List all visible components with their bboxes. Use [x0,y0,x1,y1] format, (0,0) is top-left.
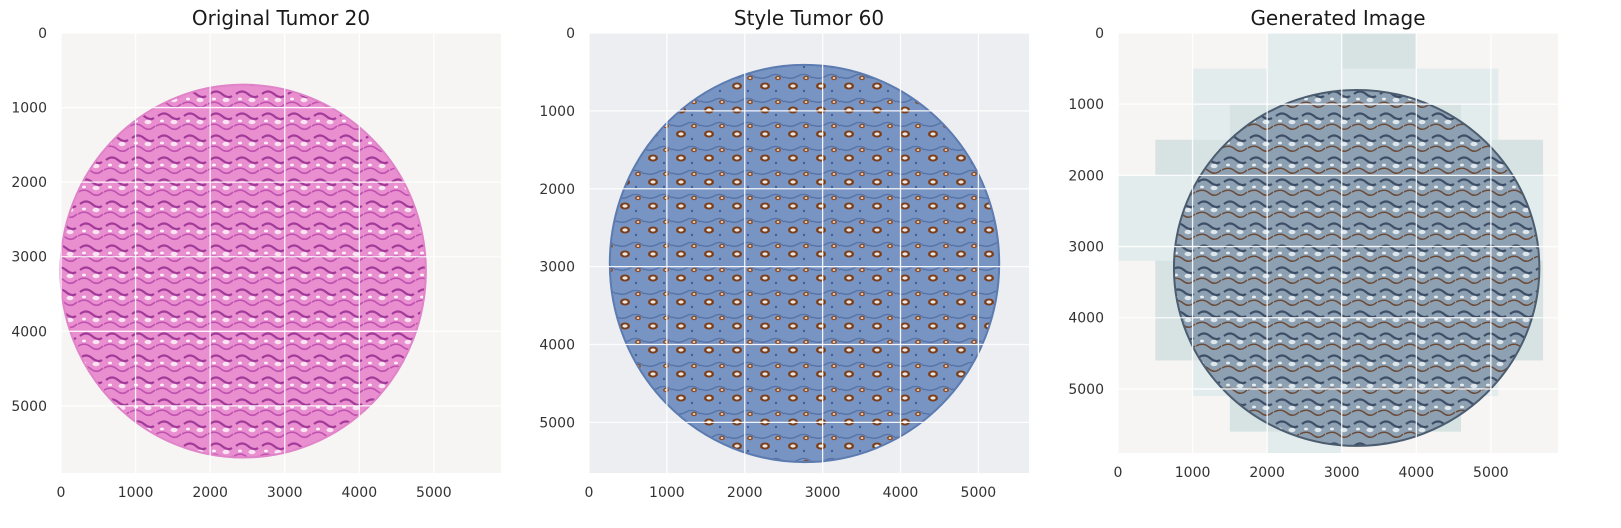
panel-original-tumor: Original Tumor 20 0 1000 2000 3000 4000 5000 … [11,6,501,501]
x-tick-label: 5000 [961,485,997,501]
x-tick-label: 2000 [192,485,228,501]
x-tick-label: 0 [57,485,66,501]
y-tick-label: 3000 [11,250,47,266]
tissue-core [608,63,1001,464]
x-tick-label: 0 [585,485,594,501]
y-tick-label: 3000 [1068,240,1104,256]
x-tick-label: 1000 [649,485,685,501]
gridlines [60,32,501,473]
x-tick-label: 2000 [727,485,763,501]
y-tick-label: 3000 [539,260,575,276]
y-tick-label: 0 [566,26,575,42]
y-tick-label: 4000 [1068,311,1104,327]
x-tick-label: 5000 [416,485,452,501]
y-tick-label: 4000 [539,338,575,354]
y-tick-label: 1000 [539,104,575,120]
gridlines [588,32,1029,473]
x-tick-label: 2000 [1249,465,1285,481]
y-tick-label: 5000 [539,415,575,431]
y-tick-label: 2000 [1068,168,1104,184]
y-axis-ticks: 0 1000 2000 3000 4000 5000 [539,26,575,431]
y-axis-ticks: 0 1000 2000 3000 4000 5000 [11,26,47,415]
x-tick-label: 1000 [1175,465,1211,481]
x-tick-label: 4000 [341,485,377,501]
panel-title: Original Tumor 20 [192,6,370,30]
x-tick-label: 4000 [883,485,919,501]
x-tick-label: 1000 [118,485,154,501]
x-axis-ticks: 0 1000 2000 3000 4000 5000 [1114,465,1509,481]
panel-title: Generated Image [1250,6,1425,30]
y-tick-label: 1000 [1068,97,1104,113]
y-tick-label: 0 [1095,26,1104,42]
y-axis-ticks: 0 1000 2000 3000 4000 5000 [1068,26,1104,398]
x-tick-label: 0 [1114,465,1123,481]
x-tick-label: 3000 [1324,465,1360,481]
y-tick-label: 5000 [11,399,47,415]
y-tick-label: 0 [38,26,47,42]
x-axis-ticks: 0 1000 2000 3000 4000 5000 [57,485,452,501]
y-tick-label: 5000 [1068,382,1104,398]
tissue-core [59,83,427,459]
panel-generated-image: Generated Image 0 1000 2000 3000 4000 5000 0 1… [1068,6,1558,481]
x-tick-label: 3000 [267,485,303,501]
x-tick-label: 4000 [1398,465,1434,481]
x-axis-ticks: 0 1000 2000 3000 4000 5000 [585,485,997,501]
panel-title: Style Tumor 60 [734,6,884,30]
x-tick-label: 3000 [805,485,841,501]
x-tick-label: 5000 [1473,465,1509,481]
y-tick-label: 4000 [11,324,47,340]
panel-style-tumor: Style Tumor 60 0 1000 2000 3000 4000 5000 0 10… [539,6,1029,501]
y-tick-label: 1000 [11,101,47,117]
tissue-core [1172,88,1541,447]
y-tick-label: 2000 [539,182,575,198]
gridlines [1117,32,1558,453]
y-tick-label: 2000 [11,175,47,191]
